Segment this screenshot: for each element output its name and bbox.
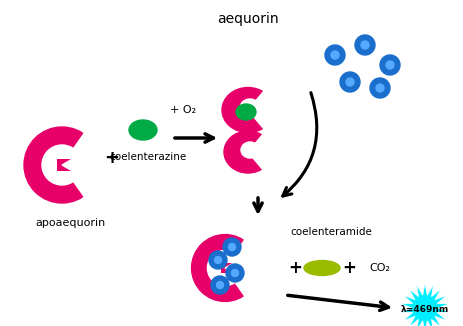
Circle shape [339,72,359,92]
Circle shape [375,84,383,92]
Ellipse shape [224,131,271,173]
Circle shape [324,45,344,65]
Circle shape [369,78,389,98]
Circle shape [330,51,338,59]
Circle shape [216,281,223,289]
Circle shape [214,257,221,263]
Ellipse shape [303,260,339,275]
Circle shape [379,55,399,75]
Text: +: + [288,259,301,277]
Circle shape [207,250,242,286]
Circle shape [345,78,353,86]
Circle shape [231,270,238,276]
Wedge shape [62,131,104,200]
Circle shape [223,238,240,256]
Polygon shape [220,263,244,273]
Polygon shape [400,283,449,326]
Circle shape [208,251,226,269]
Circle shape [354,35,374,55]
Text: coelenteramide: coelenteramide [289,227,371,237]
Ellipse shape [240,142,258,158]
Circle shape [24,127,100,203]
Text: + O₂: + O₂ [169,105,196,115]
Circle shape [211,276,229,294]
Ellipse shape [236,104,256,120]
Circle shape [225,264,244,282]
Text: +: + [341,259,355,277]
Polygon shape [57,159,84,171]
Ellipse shape [239,99,259,117]
Ellipse shape [129,120,156,140]
Circle shape [385,61,393,69]
Wedge shape [247,131,275,173]
Text: aequorin: aequorin [217,12,278,26]
Text: coelenterazine: coelenterazine [109,152,186,162]
Text: CO₂: CO₂ [369,263,390,273]
Wedge shape [225,238,262,298]
Circle shape [191,235,258,302]
Text: +: + [104,149,119,167]
Text: apoaequorin: apoaequorin [35,218,105,228]
Wedge shape [62,144,104,186]
Wedge shape [247,87,277,133]
Circle shape [42,145,82,185]
Ellipse shape [221,87,274,132]
Text: λ=469nm: λ=469nm [400,305,448,315]
Wedge shape [225,249,262,287]
Circle shape [228,244,235,250]
Circle shape [360,41,368,49]
